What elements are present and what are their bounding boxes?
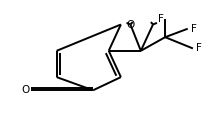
Text: O: O — [126, 20, 134, 30]
Text: O: O — [21, 85, 29, 95]
Text: F: F — [196, 43, 202, 53]
Text: F: F — [191, 24, 197, 34]
Text: F: F — [157, 14, 164, 24]
